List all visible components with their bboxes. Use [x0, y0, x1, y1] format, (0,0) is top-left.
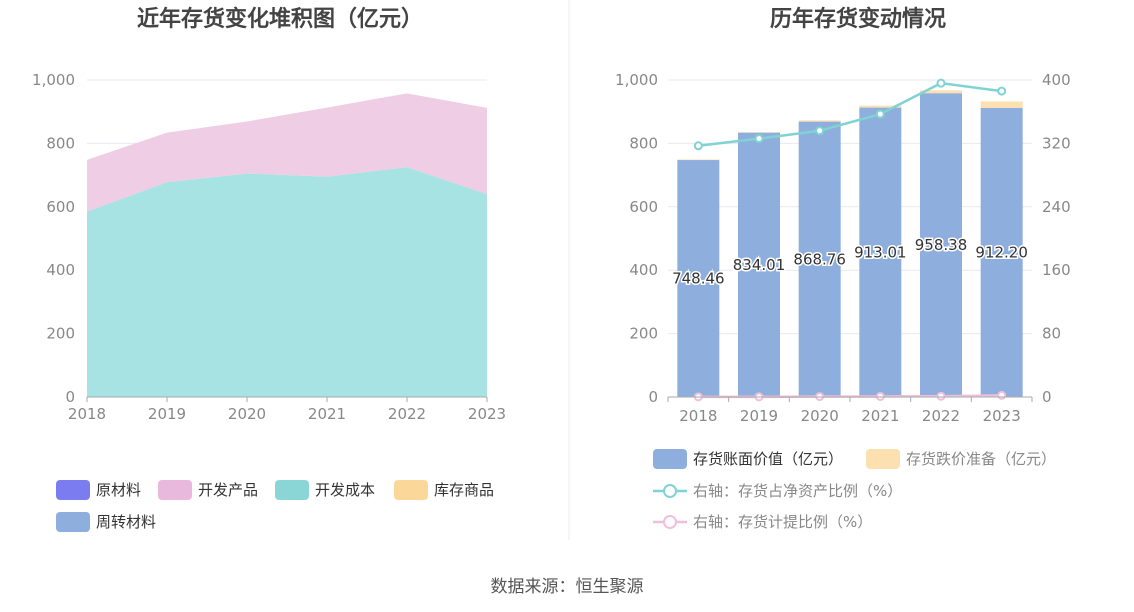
- line-series: [698, 81, 1002, 148]
- right-grid: [668, 79, 1032, 335]
- bar-impairment: [859, 105, 902, 108]
- bar-book-value: [677, 159, 720, 397]
- x-tick-label: 2023: [983, 407, 1021, 425]
- bar-data-label: 913.01: [854, 243, 907, 261]
- y-tick-label: 0: [65, 388, 75, 406]
- line-point: [997, 390, 1007, 400]
- right-x-axis: 2018 2019 2020 2021 2022 2023: [667, 396, 1033, 425]
- line-point: [815, 126, 825, 136]
- legend-label: 存货跌价准备（亿元）: [906, 450, 1056, 468]
- left-areas: [87, 93, 487, 397]
- x-tick-label: 2018: [679, 407, 717, 425]
- bar-book-value: [798, 121, 841, 397]
- area-series: [87, 93, 487, 212]
- legend-swatch: [56, 480, 90, 500]
- legend-swatch: [653, 449, 687, 469]
- y2-tick-label: 240: [1042, 198, 1071, 216]
- x-tick-label: 2022: [388, 405, 426, 423]
- y-tick-label: 1,000: [615, 71, 658, 89]
- x-tick-label: 2023: [468, 405, 506, 423]
- bar-book-value: [738, 132, 780, 397]
- left-y-axis: 0 200 400 600 800 1,000: [32, 71, 75, 406]
- legend-label: 开发成本: [315, 481, 375, 499]
- y2-tick-label: 0: [1042, 388, 1052, 406]
- bar-data-label: 868.76: [793, 250, 846, 268]
- y2-tick-label: 80: [1042, 325, 1061, 343]
- right-y-axis-left: 0 200 400 600 800 1,000: [615, 71, 658, 406]
- legend-label: 开发产品: [198, 481, 258, 499]
- bar-data-label: 912.20: [975, 243, 1028, 261]
- legend-label: 存货账面价值（亿元）: [693, 450, 843, 468]
- bar-book-value: [980, 107, 1023, 397]
- legend-swatch: [275, 480, 309, 500]
- bar-impairment: [920, 90, 962, 94]
- line-point: [936, 391, 946, 401]
- legend-swatch: [394, 480, 428, 500]
- right-legend: 存货账面价值（亿元） 存货跌价准备（亿元）右轴：存货占净资产比例（%） 右轴：存货计…: [653, 449, 1056, 531]
- y-tick-label: 600: [629, 198, 658, 216]
- y-tick-label: 400: [629, 261, 658, 279]
- legend-label: 原材料: [96, 481, 141, 499]
- line-point: [754, 134, 764, 144]
- y-tick-label: 0: [648, 388, 658, 406]
- right-y-axis-right: 0 80 160 240 320 400: [1042, 71, 1071, 406]
- line-point: [693, 141, 703, 151]
- y2-tick-label: 400: [1042, 71, 1071, 89]
- bar-impairment: [738, 132, 780, 133]
- line-point: [875, 391, 885, 401]
- bar-data-label: 958.38: [915, 236, 968, 254]
- x-tick-label: 2020: [801, 407, 839, 425]
- legend-swatch: [56, 512, 90, 532]
- legend-marker: [663, 484, 677, 498]
- legend-label: 周转材料: [96, 513, 156, 531]
- legend-swatch: [158, 480, 192, 500]
- left-x-axis: 2018 2019 2020 2021 2022 2023: [68, 396, 506, 423]
- x-tick-label: 2021: [861, 407, 899, 425]
- left-chart-title: 近年存货变化堆积图（亿元）: [137, 6, 423, 32]
- y-tick-label: 800: [46, 134, 75, 152]
- right-bar-labels: 748.46 834.01 868.76 913.01 958.38 912.20: [671, 235, 1030, 289]
- x-tick-label: 2018: [68, 405, 106, 423]
- x-tick-label: 2021: [308, 405, 346, 423]
- line-point: [997, 86, 1007, 96]
- bar-impairment: [798, 120, 841, 122]
- area-series: [87, 167, 487, 397]
- y-tick-label: 1,000: [32, 71, 75, 89]
- y2-tick-label: 320: [1042, 134, 1071, 152]
- bar-data-label: 834.01: [733, 256, 786, 274]
- y-tick-label: 800: [629, 134, 658, 152]
- legend-swatch: [866, 449, 900, 469]
- right-chart-title: 历年存货变动情况: [770, 6, 946, 32]
- data-source: 数据来源：恒生聚源: [491, 577, 644, 597]
- right-bars: [677, 90, 1023, 397]
- x-tick-label: 2022: [922, 407, 960, 425]
- line-point: [936, 78, 946, 88]
- bar-book-value: [859, 107, 902, 397]
- x-tick-label: 2019: [740, 407, 778, 425]
- legend-marker: [663, 515, 677, 529]
- bar-book-value: [920, 93, 962, 397]
- x-tick-label: 2019: [148, 405, 186, 423]
- x-tick-label: 2020: [228, 405, 266, 423]
- y-tick-label: 400: [46, 261, 75, 279]
- bar-data-label: 748.46: [672, 269, 725, 287]
- bar-impairment: [677, 159, 720, 161]
- y-tick-label: 200: [46, 325, 75, 343]
- legend-label: 库存商品: [434, 481, 494, 499]
- legend-label: 右轴：存货计提比例（%）: [693, 513, 872, 531]
- line-point: [875, 109, 885, 119]
- bar-impairment: [980, 101, 1023, 108]
- legend-label: 右轴：存货占净资产比例（%）: [693, 482, 902, 500]
- y-tick-label: 200: [629, 325, 658, 343]
- y-tick-label: 600: [46, 198, 75, 216]
- y2-tick-label: 160: [1042, 261, 1071, 279]
